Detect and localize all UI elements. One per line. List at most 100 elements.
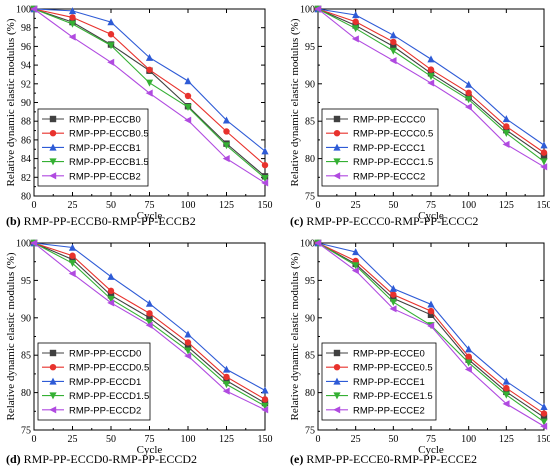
x-tick-label: 25 [351,200,361,211]
y-tick-label: 85 [21,351,31,362]
legend-entry: RMP-PP-ECCB0 [69,115,141,126]
x-tick-label: 100 [461,200,476,211]
y-tick-label: 95 [305,276,315,287]
y-tick-label: 90 [21,98,31,109]
data-point [107,292,115,299]
data-point [261,161,269,169]
data-point [502,400,510,408]
data-point [389,57,397,65]
data-point [222,116,231,124]
data-point [30,5,38,13]
data-point [352,25,360,33]
x-tick-label: 0 [32,434,37,445]
data-point [145,79,154,87]
legend-entry: RMP-PP-ECCD1 [69,377,141,388]
data-point [145,299,154,307]
x-tick-label: 25 [68,434,78,445]
data-point [389,284,397,292]
legend-entry: RMP-PP-ECCE1.5 [353,391,433,402]
data-point [107,287,115,295]
data-point [352,18,359,25]
data-point [389,305,397,313]
x-tick-label: 125 [499,200,514,211]
data-point [502,391,510,399]
y-tick-label: 75 [21,426,31,437]
data-point [314,239,322,247]
legend-entry: RMP-PP-ECCC1.5 [353,157,433,168]
data-point [223,128,230,135]
data-point [390,295,397,302]
y-tick-label: 75 [305,192,315,203]
data-point [503,123,510,130]
data-point [427,307,435,315]
panel-letter: (b) [6,214,21,228]
data-point [145,319,154,327]
legend-entry: RMP-PP-ECCC2 [353,171,425,182]
legend-swatch-marker [49,172,57,180]
legend-swatch-marker [333,377,341,385]
data-point [223,377,230,384]
x-tick-label: 150 [537,200,550,211]
x-tick-label: 75 [426,200,436,211]
x-tick-label: 100 [461,434,476,445]
data-point [465,345,473,353]
y-tick-label: 100 [300,239,315,250]
data-point [314,5,322,13]
x-axis-title: Cycle [418,210,444,222]
data-point [107,42,115,50]
data-point [261,386,269,394]
data-point [465,89,472,96]
data-point [390,43,397,50]
data-point [427,66,435,73]
data-point [69,252,76,259]
data-point [107,58,115,66]
data-point [465,96,473,104]
y-tick-label: 80 [305,154,315,165]
legend-swatch-marker [49,130,57,137]
data-point [351,267,359,275]
legend-swatch-marker [333,172,341,180]
data-point [390,291,397,298]
y-tick-label: 80 [21,192,31,203]
data-point [465,359,473,367]
y-tick-label: 100 [16,5,31,16]
y-tick-label: 85 [305,117,315,128]
legend-swatch-marker [333,364,341,371]
data-point [389,31,397,39]
data-point [222,387,230,395]
data-point [261,147,269,155]
legend-swatch-marker [333,349,341,357]
panel-caption-text: RMP-PP-ECCD0-RMP-PP-ECCD2 [21,452,197,466]
y-tick-label: 98 [21,23,31,34]
y-axis-title: Relative dynamic elastic modulus (%) [289,252,301,420]
data-point [390,38,397,46]
legend-entry: RMP-PP-ECCD2 [69,405,141,416]
panel-letter: (e) [290,452,303,466]
data-point [184,77,192,85]
y-tick-label: 75 [305,426,315,437]
legend-entry: RMP-PP-ECCE2 [353,405,425,416]
legend-swatch-marker [333,130,341,137]
panel-letter: (c) [290,214,303,228]
y-tick-label: 84 [21,154,31,165]
data-point [222,365,231,373]
data-point [107,299,115,307]
panel-caption-text: RMP-PP-ECCB0-RMP-PP-ECCB2 [21,214,196,228]
x-tick-label: 0 [316,200,321,211]
y-tick-label: 92 [21,79,31,90]
data-point [68,20,77,28]
x-tick-label: 150 [258,434,273,445]
data-point [145,321,153,329]
y-axis-title: Relative dynamic elastic modulus (%) [5,252,17,420]
data-point [261,402,269,410]
x-tick-label: 50 [388,200,398,211]
data-point [352,11,360,19]
legend-swatch-marker [49,364,57,371]
legend-swatch-marker [49,143,57,151]
y-tick-label: 85 [305,351,315,362]
y-axis-title: Relative dynamic elastic modulus (%) [5,18,17,186]
data-point [465,353,472,360]
data-point [146,310,153,317]
data-point [427,79,435,87]
x-tick-label: 75 [426,434,436,445]
